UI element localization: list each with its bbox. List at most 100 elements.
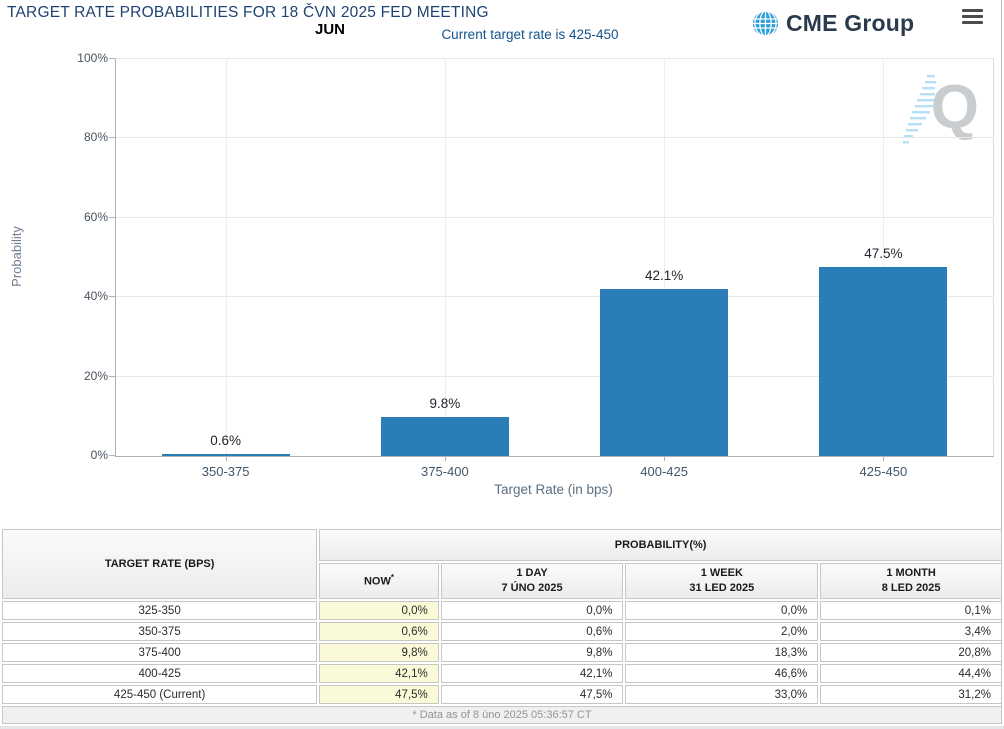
- bar-value-label: 42.1%: [644, 267, 684, 283]
- y-axis-tick-labels: 0% 20% 40% 60% 80% 100%: [36, 51, 108, 462]
- cell-1-day: 0,6%: [440, 622, 624, 641]
- gridline-vertical: [664, 59, 666, 456]
- chart-bar: [380, 417, 509, 456]
- gridline-horizontal: [116, 216, 993, 218]
- table-row: 425-450 (Current) 47,5% 47,5% 33,0% 31,2%: [2, 685, 1002, 704]
- cell-target-rate: 350-375: [2, 622, 318, 641]
- cell-target-rate: 400-425: [2, 664, 318, 683]
- cell-1-month: 31,2%: [820, 685, 1002, 704]
- hamburger-menu-icon[interactable]: [962, 9, 983, 27]
- bar-value-label: 47.5%: [864, 246, 903, 262]
- column-header-target-rate: TARGET RATE (BPS): [2, 529, 318, 599]
- chart-category: 0.6% 350-375: [116, 59, 335, 479]
- cell-1-day: 42,1%: [440, 664, 624, 683]
- y-tick-label: 60%: [83, 209, 108, 224]
- y-tick-mark: [109, 137, 115, 139]
- x-tick-label: 425-450: [859, 464, 908, 479]
- probability-table: TARGET RATE (BPS) PROBABILITY(%) NOW* 1 …: [0, 527, 1004, 726]
- x-tick-label: 375-400: [421, 464, 469, 479]
- x-axis-title: Target Rate (in bps): [494, 482, 613, 497]
- chart-title-month: JUN: [314, 21, 345, 38]
- current-target-rate-note: Current target rate is 425-450: [441, 27, 619, 42]
- cell-1-day: 0,0%: [440, 601, 624, 620]
- globe-icon: [752, 10, 779, 37]
- page-bottom-strip: [0, 726, 1004, 729]
- footnote-marker: *: [390, 572, 394, 582]
- cell-1-day: 9,8%: [440, 643, 624, 662]
- page-title: TARGET RATE PROBABILITIES FOR 18 ČVN 202…: [7, 4, 489, 21]
- cell-1-week: 0,0%: [625, 601, 819, 620]
- cell-now: 9,8%: [319, 643, 439, 662]
- now-label: NOW: [363, 575, 391, 588]
- gridline-horizontal: [116, 375, 993, 377]
- cell-1-week: 2,0%: [625, 622, 819, 641]
- cme-group-logo[interactable]: CME Group: [752, 10, 914, 37]
- menu-bar: [962, 21, 983, 24]
- chart-category: 47.5% 425-450: [774, 59, 993, 479]
- cell-target-rate: 375-400: [2, 643, 318, 662]
- cell-now: 0,0%: [319, 601, 439, 620]
- table-row: 375-400 9,8% 9,8% 18,3% 20,8%: [2, 643, 1002, 662]
- column-header-1-day: 1 DAY 7 ÚNO 2025: [440, 563, 624, 599]
- chart-bar: [819, 267, 948, 456]
- bar-value-label: 9.8%: [429, 396, 461, 412]
- x-tick-mark: [225, 456, 227, 461]
- y-tick-mark: [109, 58, 115, 59]
- bar-value-label: 0.6%: [210, 432, 242, 448]
- gridline-horizontal: [116, 137, 993, 139]
- bar-chart-plot-area: Q 0.6% 350-375 9.8% 375-400 42.1% 400-425 47.5…: [109, 58, 994, 479]
- col-date: 7 ÚNO 2025: [501, 582, 563, 594]
- table-footnote: * Data as of 8 úno 2025 05:36:57 CT: [2, 706, 1002, 724]
- table-row: 350-375 0,6% 0,6% 2,0% 3,4%: [2, 622, 1002, 641]
- cell-1-month: 44,4%: [820, 664, 1002, 683]
- quikstrike-watermark-icon: Q: [901, 69, 979, 153]
- col-label: 1 MONTH: [886, 567, 936, 580]
- y-tick-label: 100%: [77, 51, 108, 65]
- y-tick-label: 80%: [83, 130, 108, 145]
- column-header-now: NOW*: [319, 563, 439, 599]
- gridline-vertical: [883, 59, 885, 456]
- y-tick-label: 40%: [83, 289, 108, 304]
- y-tick-mark: [109, 296, 115, 298]
- panel-right-border: [1001, 0, 1002, 724]
- col-date: 31 LED 2025: [689, 582, 755, 594]
- gridline-horizontal: [116, 296, 993, 298]
- watermark-q-letter: Q: [930, 73, 979, 142]
- cell-1-week: 46,6%: [625, 664, 819, 683]
- column-header-probability: PROBABILITY(%): [319, 529, 1002, 561]
- cell-now: 42,1%: [319, 664, 439, 683]
- cell-1-month: 3,4%: [820, 622, 1002, 641]
- gridline-vertical: [444, 59, 446, 456]
- cell-1-month: 20,8%: [820, 643, 1002, 662]
- chart-bar: [161, 453, 290, 456]
- chart-bar: [600, 288, 729, 456]
- cell-target-rate: 425-450 (Current): [2, 685, 318, 704]
- cell-1-week: 33,0%: [625, 685, 819, 704]
- x-tick-mark: [883, 456, 885, 461]
- menu-bar: [962, 15, 983, 18]
- column-header-1-month: 1 MONTH 8 LED 2025: [820, 563, 1002, 599]
- x-tick-mark: [444, 456, 446, 461]
- table-row: 325-350 0,0% 0,0% 0,0% 0,1%: [2, 601, 1002, 620]
- cell-now: 47,5%: [319, 685, 439, 704]
- y-tick-mark: [109, 455, 115, 456]
- cell-1-month: 0,1%: [820, 601, 1002, 620]
- col-label: 1 DAY: [516, 567, 548, 580]
- cell-now: 0,6%: [319, 622, 439, 641]
- y-tick-mark: [109, 375, 115, 377]
- cell-1-day: 47,5%: [440, 685, 624, 704]
- y-axis-title: Probability: [0, 58, 32, 455]
- table-row: 400-425 42,1% 42,1% 46,6% 44,4%: [2, 664, 1002, 683]
- y-tick-label: 20%: [83, 368, 108, 383]
- chart-category: 42.1% 400-425: [555, 59, 774, 479]
- col-date: 8 LED 2025: [881, 582, 941, 594]
- col-label: 1 WEEK: [700, 567, 743, 580]
- x-tick-label: 350-375: [201, 464, 250, 479]
- x-tick-mark: [664, 456, 666, 461]
- chart-category: 9.8% 375-400: [335, 59, 554, 479]
- x-tick-label: 400-425: [640, 464, 688, 479]
- brand-name: CME Group: [786, 10, 915, 36]
- cell-1-week: 18,3%: [625, 643, 819, 662]
- column-header-1-week: 1 WEEK 31 LED 2025: [625, 563, 819, 599]
- cell-target-rate: 325-350: [2, 601, 318, 620]
